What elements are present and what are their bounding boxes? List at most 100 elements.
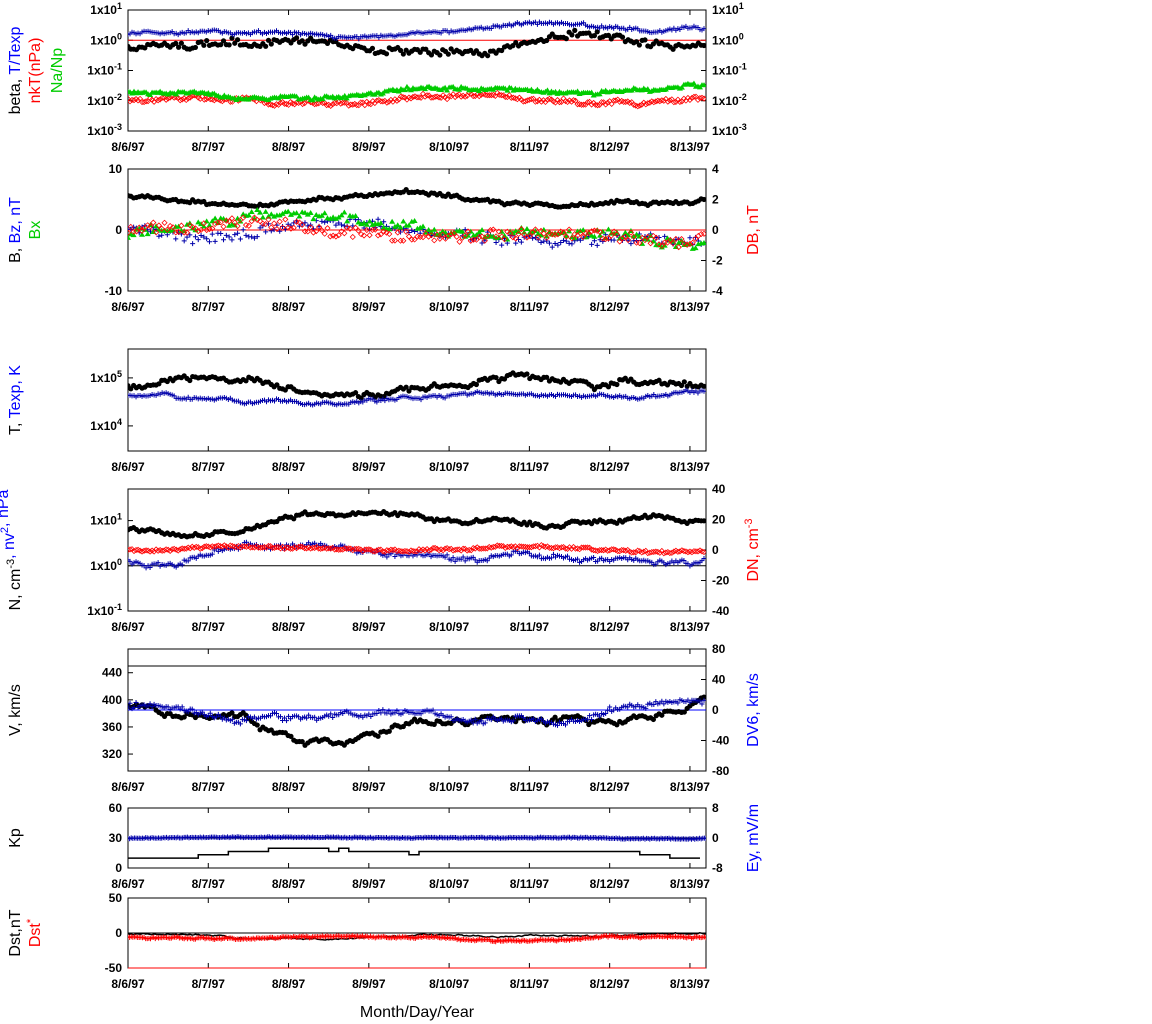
data-point bbox=[445, 232, 452, 239]
data-point bbox=[197, 95, 204, 102]
data-point bbox=[495, 234, 502, 240]
data-point bbox=[158, 225, 165, 232]
right-tick-label: -80 bbox=[712, 764, 730, 778]
data-point bbox=[192, 227, 199, 233]
data-point bbox=[155, 97, 162, 104]
data-point bbox=[393, 548, 400, 555]
data-point bbox=[602, 235, 609, 241]
data-point bbox=[293, 35, 300, 41]
data-point bbox=[496, 91, 503, 98]
data-point bbox=[684, 241, 691, 248]
data-point bbox=[571, 235, 578, 241]
data-point bbox=[622, 547, 629, 554]
data-point bbox=[678, 84, 685, 90]
data-point bbox=[229, 237, 235, 243]
data-point bbox=[361, 225, 367, 231]
data-point bbox=[128, 704, 131, 710]
data-point bbox=[327, 215, 334, 221]
y-axis-label: B, Bz, nT bbox=[7, 197, 24, 263]
data-point bbox=[514, 96, 521, 103]
data-point bbox=[281, 100, 288, 107]
data-point bbox=[408, 236, 415, 243]
data-point bbox=[411, 548, 419, 555]
data-point bbox=[578, 544, 585, 551]
left-tick-label: 0 bbox=[115, 926, 122, 940]
data-point bbox=[686, 96, 694, 103]
date-tick-label: 8/9/97 bbox=[352, 300, 386, 314]
data-point bbox=[397, 224, 404, 230]
data-point bbox=[310, 216, 317, 222]
data-point bbox=[610, 546, 617, 553]
series-texp bbox=[128, 387, 706, 408]
data-point bbox=[566, 226, 573, 233]
data-point bbox=[518, 543, 525, 550]
data-point bbox=[604, 99, 611, 106]
data-point bbox=[209, 551, 215, 557]
data-point bbox=[656, 549, 663, 556]
data-point bbox=[460, 545, 467, 552]
data-point bbox=[351, 545, 358, 553]
data-point bbox=[177, 97, 184, 104]
data-point bbox=[341, 209, 348, 215]
data-point bbox=[157, 546, 164, 554]
data-point bbox=[563, 233, 570, 240]
data-point bbox=[187, 94, 194, 101]
data-point bbox=[450, 230, 457, 237]
data-point bbox=[245, 212, 252, 218]
data-point bbox=[374, 711, 380, 717]
data-point bbox=[701, 518, 706, 524]
data-point bbox=[297, 543, 304, 550]
data-point bbox=[189, 706, 195, 712]
data-point bbox=[445, 51, 451, 57]
data-point bbox=[293, 545, 300, 552]
left-tick-label: 1x104 bbox=[90, 417, 122, 433]
data-point bbox=[268, 41, 274, 47]
data-point bbox=[493, 233, 500, 240]
data-point bbox=[284, 718, 290, 724]
date-tick-label: 8/6/97 bbox=[111, 877, 145, 891]
panel-2: 8/6/97 8/7/97 8/8/97 8/9/97 8/10/97 8/11/97 8/… bbox=[7, 162, 762, 314]
data-point bbox=[520, 715, 526, 721]
data-point bbox=[331, 546, 338, 553]
data-point bbox=[338, 212, 345, 218]
date-tick-label: 8/10/97 bbox=[429, 620, 469, 634]
data-point bbox=[136, 224, 143, 231]
data-point bbox=[676, 98, 683, 106]
date-tick-label: 8/8/97 bbox=[272, 460, 306, 474]
data-point bbox=[226, 42, 232, 48]
data-point bbox=[666, 97, 673, 104]
data-point bbox=[580, 544, 587, 551]
data-point bbox=[540, 230, 547, 237]
left-tick-label: 1x105 bbox=[90, 369, 122, 385]
data-point bbox=[476, 229, 483, 235]
left-tick-label: 10 bbox=[109, 162, 123, 176]
data-point bbox=[299, 739, 305, 745]
date-tick-label: 8/12/97 bbox=[590, 877, 630, 891]
data-point bbox=[203, 226, 210, 234]
data-point bbox=[322, 219, 328, 225]
data-point bbox=[672, 244, 679, 250]
data-point bbox=[192, 234, 198, 240]
data-point bbox=[425, 547, 433, 554]
data-point bbox=[239, 543, 246, 550]
data-point bbox=[178, 222, 185, 229]
data-point bbox=[315, 224, 323, 231]
data-point bbox=[355, 219, 362, 225]
data-point bbox=[405, 222, 412, 228]
data-point bbox=[618, 546, 625, 554]
data-point bbox=[397, 93, 405, 100]
data-point bbox=[588, 101, 595, 108]
data-point bbox=[360, 232, 368, 239]
y-axis-label: Dst* bbox=[25, 918, 44, 947]
data-point bbox=[536, 552, 542, 558]
data-point bbox=[383, 51, 390, 57]
data-point bbox=[371, 548, 378, 555]
left-tick-label: -50 bbox=[105, 961, 123, 975]
data-point bbox=[523, 226, 530, 232]
data-point bbox=[560, 229, 567, 236]
data-point bbox=[493, 239, 499, 245]
series-b bbox=[128, 187, 706, 210]
y-axis-label: V, km/s bbox=[7, 684, 24, 736]
right-tick-label: 40 bbox=[712, 673, 726, 687]
data-point bbox=[132, 546, 140, 554]
